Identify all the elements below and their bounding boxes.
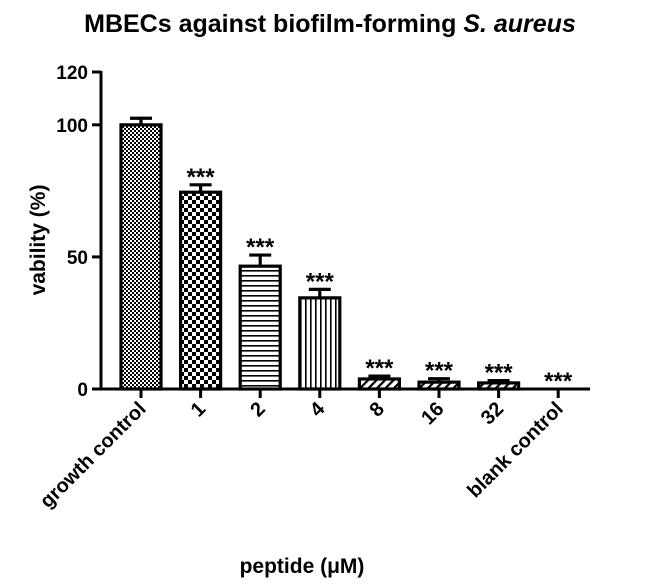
- x-axis-label: peptide (μM): [240, 555, 365, 578]
- y-tick-label: 100: [56, 116, 88, 137]
- chart-title-italic: S. aureus: [463, 10, 576, 38]
- x-tick-label: growth control: [36, 398, 151, 513]
- x-tick-label: 4: [306, 397, 330, 421]
- chart-title: MBECs against biofilm-forming S. aureus: [84, 10, 576, 38]
- significance-label: ***: [306, 268, 335, 295]
- x-tick-label: 32: [477, 398, 508, 429]
- bar: [298, 296, 342, 391]
- significance-label: ***: [485, 360, 514, 387]
- bar: [179, 190, 223, 391]
- bar: [238, 264, 282, 391]
- significance-label: ***: [365, 355, 394, 382]
- significance-label: ***: [187, 164, 216, 191]
- y-tick-label: 120: [56, 63, 88, 84]
- x-tick-label: 2: [246, 398, 269, 421]
- y-tick-label: 50: [67, 248, 88, 269]
- bar: [119, 123, 163, 391]
- significance-label: ***: [425, 358, 454, 385]
- x-tick-label: 8: [366, 398, 389, 421]
- x-tick-label: 16: [417, 398, 448, 429]
- chart-title-text: MBECs against biofilm-forming: [84, 10, 463, 38]
- x-tick-label: 1: [187, 398, 210, 421]
- y-tick-label: 0: [77, 380, 88, 401]
- plot-area: growth control *** 1 *** 2 *** 4 *** 8 *** 16 *** 32…: [36, 63, 590, 513]
- significance-label: ***: [246, 234, 275, 261]
- y-axis-label: vability (%): [27, 185, 50, 296]
